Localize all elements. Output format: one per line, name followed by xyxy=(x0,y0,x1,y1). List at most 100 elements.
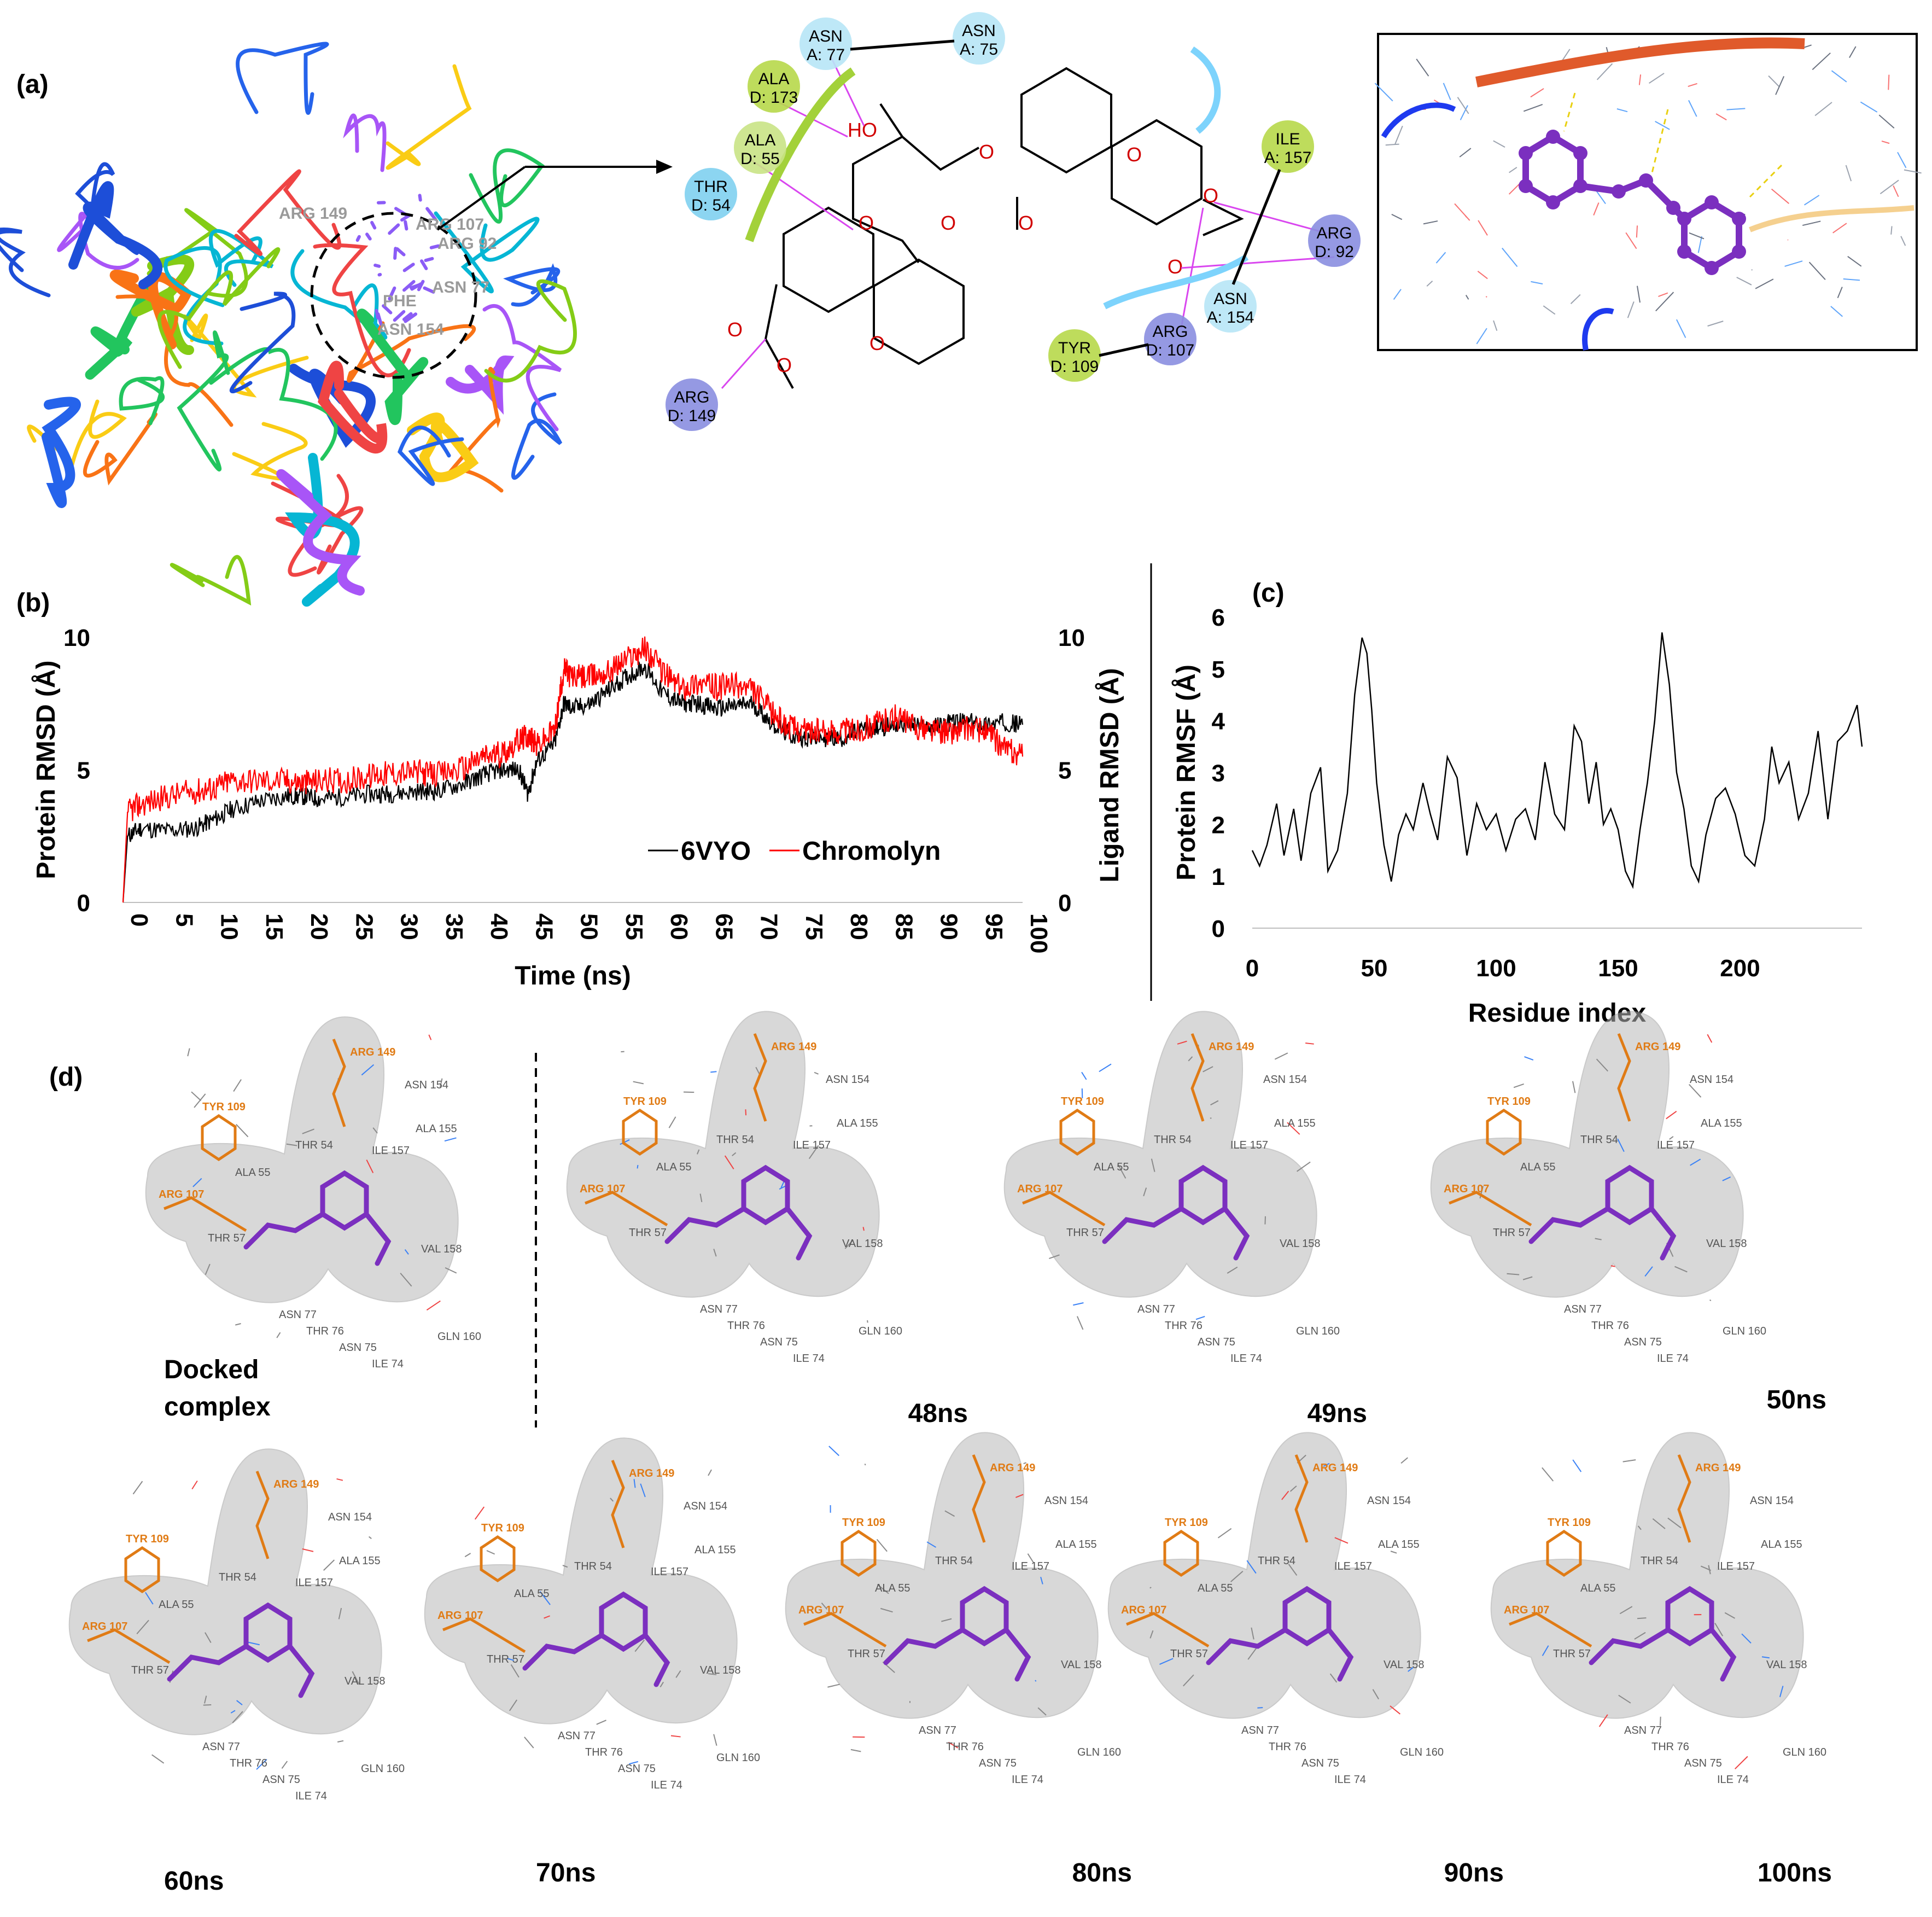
x-tick-label: 45 xyxy=(530,913,557,940)
ribbon-strand xyxy=(229,292,296,394)
snapshot-residue-label: ARG 149 xyxy=(273,1478,319,1490)
x-tick-label: 50 xyxy=(1361,955,1388,982)
snapshot-residue-label: ASN 154 xyxy=(1690,1074,1733,1086)
residue-chain: A: 157 xyxy=(1264,149,1312,167)
snapshot-residue-label: ASN 154 xyxy=(1263,1074,1307,1086)
snapshot-residue-label: ILE 74 xyxy=(295,1790,327,1802)
snapshot-residue-label: ALA 155 xyxy=(339,1555,381,1567)
ribbon-strand xyxy=(271,481,364,575)
residue-name: ASN xyxy=(1213,290,1247,308)
ribbon-strand xyxy=(27,399,127,468)
snapshot-residue-label: ILE 74 xyxy=(1230,1353,1262,1365)
ribbon-strand xyxy=(0,227,51,298)
snapshot-time-label: 70ns xyxy=(536,1858,596,1887)
x-tick-label: 150 xyxy=(1598,955,1638,982)
snapshot-residue-label: ARG 149 xyxy=(1209,1041,1254,1053)
snapshot-residue-label: THR 76 xyxy=(727,1320,765,1332)
snapshot-residue-label: ALA 155 xyxy=(1378,1539,1420,1551)
snapshot-residue-label: TYR 109 xyxy=(1487,1096,1531,1108)
panel-label-b: (b) xyxy=(16,588,50,617)
snapshot-residue-label: ASN 75 xyxy=(1624,1336,1662,1348)
snapshot-residue-label: THR 76 xyxy=(1591,1320,1629,1332)
residue-chain: D: 55 xyxy=(740,150,780,168)
snapshot-residue-label: ASN 77 xyxy=(202,1741,240,1753)
snapshot-residue-label: ASN 154 xyxy=(1044,1495,1088,1507)
atom-label: O xyxy=(777,354,792,376)
snapshot-residue-label: ALA 55 xyxy=(159,1599,194,1611)
y-tick-label: 0 xyxy=(1212,916,1225,942)
snapshot-residue-label: ARG 149 xyxy=(629,1467,674,1479)
snapshot-residue-label: ASN 75 xyxy=(979,1757,1017,1769)
ribbon-strand xyxy=(68,181,162,289)
ribbon-strand xyxy=(83,412,157,486)
structure-residue-label: ARG 149 xyxy=(279,205,347,223)
y-axis-label: Protein RMSF (Å) xyxy=(1171,665,1201,881)
snapshot-residue-label: VAL 158 xyxy=(1766,1659,1807,1671)
x-tick-label: 25 xyxy=(351,913,377,940)
snapshot-residue-label: ARG 107 xyxy=(1504,1604,1549,1616)
x-tick-label: 10 xyxy=(216,913,243,940)
snapshot-residue-label: ASN 154 xyxy=(328,1511,372,1523)
residue-chain: D: 109 xyxy=(1050,358,1099,376)
ribbon-strand xyxy=(109,269,193,349)
snapshot-residue-label: ASN 75 xyxy=(1301,1757,1339,1769)
ribbon-strand xyxy=(57,190,139,270)
snapshot-residue-label: VAL 158 xyxy=(1384,1659,1425,1671)
snapshot: ARG 149 TYR 109 ARG 107 ASN 154 ALA 155 ILE 1… xyxy=(145,1016,481,1421)
snapshot-residue-label: THR 54 xyxy=(574,1560,612,1572)
snapshot-residue-label: THR 57 xyxy=(1493,1227,1531,1239)
y2-tick-label: 10 xyxy=(1058,625,1085,651)
snapshot-residue-label: ARG 107 xyxy=(159,1188,204,1201)
snapshot-time-label: 60ns xyxy=(164,1867,224,1896)
ribbon-strand xyxy=(313,243,411,377)
snapshot: ARG 149 TYR 109 ARG 107 ASN 154 ALA 155 ILE 1… xyxy=(1003,1011,1367,1428)
snapshot-residue-label: ASN 154 xyxy=(405,1079,448,1091)
x-tick-label: 55 xyxy=(621,913,647,940)
snapshot-residue-label: THR 57 xyxy=(848,1648,885,1660)
atom-label: O xyxy=(1018,212,1034,234)
snapshot-residue-label: ILE 157 xyxy=(1717,1560,1755,1572)
x-tick-label: 5 xyxy=(171,913,197,927)
snapshot-residue-label: ARG 107 xyxy=(82,1621,127,1633)
snapshot-residue-label: ILE 157 xyxy=(295,1577,333,1589)
snapshot-residue-label: GLN 160 xyxy=(716,1752,760,1764)
series-line-Chromolyn xyxy=(122,636,1024,903)
snapshot-residue-label: TYR 109 xyxy=(202,1101,246,1113)
snapshot-residue-label: GLN 160 xyxy=(437,1331,481,1343)
snapshot-residue-label: GLN 160 xyxy=(859,1325,902,1337)
snapshot-time-label: 50ns xyxy=(1767,1385,1826,1414)
snapshot-residue-label: THR 54 xyxy=(1258,1555,1295,1567)
atom-label: O xyxy=(859,212,874,234)
snapshot-residue-label: ALA 155 xyxy=(416,1123,457,1135)
snapshot-time-label: 49ns xyxy=(1308,1399,1367,1428)
snapshot-residue-label: ILE 74 xyxy=(1334,1774,1366,1786)
snapshot-residue-label: ILE 157 xyxy=(1230,1139,1268,1151)
snapshot-residue-label: ILE 157 xyxy=(1334,1560,1372,1572)
ribbon-strand xyxy=(170,555,252,606)
snapshot-residue-label: ILE 157 xyxy=(1012,1560,1049,1572)
structure-residue-label: ARG 107 xyxy=(416,215,484,234)
atom-label: O xyxy=(1126,143,1142,166)
residue-name: THR xyxy=(694,178,728,196)
snapshot: ARG 149 TYR 109 ARG 107 ASN 154 ALA 155 ILE 1… xyxy=(785,1432,1132,1887)
snapshot-time-label: 100ns xyxy=(1758,1858,1832,1887)
snapshot-time-label: 80ns xyxy=(1072,1858,1132,1887)
snapshot-residue-label: THR 54 xyxy=(1641,1555,1678,1567)
snapshot-residue-label: ILE 157 xyxy=(1657,1139,1695,1151)
x-tick-label: 200 xyxy=(1720,955,1760,982)
y-tick-label: 2 xyxy=(1212,812,1225,838)
y-tick-label: 10 xyxy=(63,625,90,651)
snapshot-residue-label: THR 57 xyxy=(208,1232,246,1244)
snapshot-residue-label: ILE 157 xyxy=(793,1139,831,1151)
y-tick-label: 0 xyxy=(77,890,90,917)
snapshot-residue-label: VAL 158 xyxy=(345,1675,386,1687)
snapshot-residue-label: ARG 149 xyxy=(350,1046,395,1058)
snapshot-residue-label: TYR 109 xyxy=(842,1517,885,1529)
snapshot-residue-label: VAL 158 xyxy=(1280,1238,1321,1250)
snapshot-residue-label: THR 57 xyxy=(131,1664,169,1676)
residue-chain: D: 107 xyxy=(1146,341,1194,359)
snapshot-residue-label: THR 76 xyxy=(946,1741,984,1753)
